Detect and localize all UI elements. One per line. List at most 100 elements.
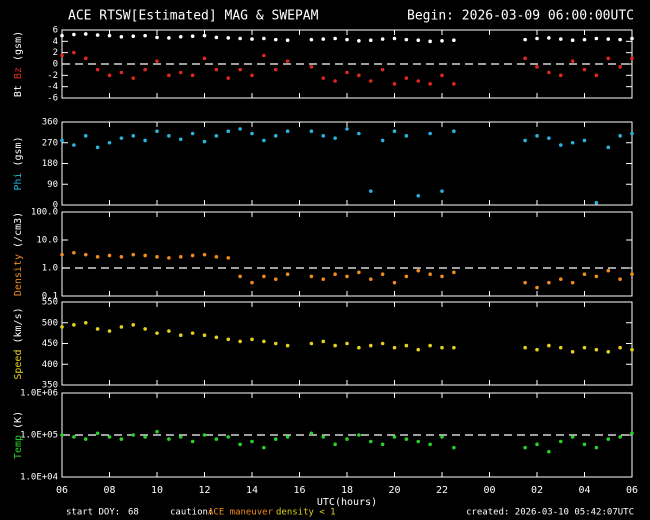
data-point [345, 437, 349, 441]
data-point [72, 250, 76, 255]
data-point [416, 439, 421, 444]
data-point [606, 37, 611, 41]
data-point [606, 268, 611, 273]
legend-entry: Phi [13, 173, 24, 191]
data-point [309, 274, 314, 279]
x-tick-label: 08 [103, 485, 115, 496]
data-point [190, 439, 195, 444]
data-point [155, 35, 159, 40]
data-point [273, 277, 278, 281]
data-point [273, 37, 278, 42]
y-tick-label: 350 [42, 381, 58, 391]
x-tick-label: 00 [483, 485, 495, 496]
legend-entry: Density [13, 254, 24, 296]
data-point [131, 433, 136, 437]
data-point [523, 56, 527, 61]
data-point [558, 439, 563, 444]
data-point [392, 82, 397, 86]
x-tick-label: 04 [578, 485, 590, 496]
data-point [606, 145, 611, 150]
y-unit: (gsm) [13, 31, 24, 61]
data-point [167, 36, 171, 40]
data-point [143, 67, 147, 72]
data-point [309, 37, 314, 42]
data-point [404, 274, 409, 279]
data-point [368, 277, 373, 281]
x-tick-label: 22 [436, 485, 448, 496]
data-point [333, 36, 337, 41]
data-point [131, 76, 136, 80]
data-point [119, 325, 124, 329]
data-point [95, 33, 100, 37]
y-unit: (/cm3) [13, 212, 24, 248]
data-point [582, 345, 587, 350]
data-point [404, 134, 409, 138]
data-point [558, 345, 563, 350]
data-point [119, 70, 124, 75]
data-point [72, 323, 76, 327]
legend-entry: Speed [13, 350, 24, 380]
data-point [582, 37, 587, 42]
data-point [345, 127, 349, 131]
data-point [167, 329, 171, 333]
data-point [107, 253, 112, 258]
y-tick-label: 550 [42, 298, 58, 308]
data-point [321, 277, 326, 281]
data-point [428, 442, 432, 447]
data-point [452, 445, 456, 450]
data-point [547, 343, 551, 348]
data-point [238, 127, 242, 131]
y-tick-label: 2 [53, 48, 58, 58]
data-point [345, 70, 349, 75]
data-point [285, 129, 290, 134]
data-point [535, 347, 539, 352]
y-tick-label: 180 [42, 159, 58, 169]
y-tick-label: 100.0 [31, 208, 58, 218]
data-point [143, 33, 147, 38]
data-point [273, 67, 278, 72]
x-tick-label: 12 [198, 485, 210, 496]
data-point [95, 255, 100, 259]
start-doy: 68 [128, 508, 139, 518]
data-point [428, 131, 432, 136]
data-point [594, 347, 599, 352]
data-point [226, 435, 231, 439]
data-point [273, 437, 278, 441]
data-point [416, 268, 421, 273]
y-tick-label: 360 [42, 118, 58, 128]
data-point [178, 435, 183, 439]
data-point [594, 445, 599, 450]
data-point [167, 134, 171, 138]
data-point [131, 34, 136, 39]
maneuver-note: ACE maneuver [208, 508, 274, 518]
data-point [570, 38, 575, 42]
data-point [440, 73, 444, 78]
data-point [357, 38, 361, 43]
data-point [72, 32, 76, 37]
data-point [202, 139, 207, 144]
data-point [428, 82, 432, 86]
data-point [202, 433, 207, 437]
data-point [226, 76, 231, 80]
y-tick-label: 4 [53, 37, 58, 47]
data-point [630, 56, 634, 61]
data-point [119, 35, 124, 39]
data-point [273, 134, 278, 138]
data-point [452, 129, 456, 134]
data-point [155, 59, 159, 63]
data-point [321, 435, 326, 439]
data-point [202, 252, 207, 257]
data-point [368, 343, 373, 348]
data-point [285, 38, 290, 42]
data-point [309, 65, 314, 69]
data-point [428, 39, 432, 44]
data-point [380, 442, 385, 447]
data-point [594, 36, 599, 41]
data-point [190, 331, 195, 335]
data-point [226, 36, 231, 40]
data-point [285, 59, 290, 63]
y-tick-label: 1.0E+06 [20, 389, 58, 399]
data-point [250, 439, 254, 444]
data-point [594, 274, 599, 279]
data-point [404, 343, 409, 348]
